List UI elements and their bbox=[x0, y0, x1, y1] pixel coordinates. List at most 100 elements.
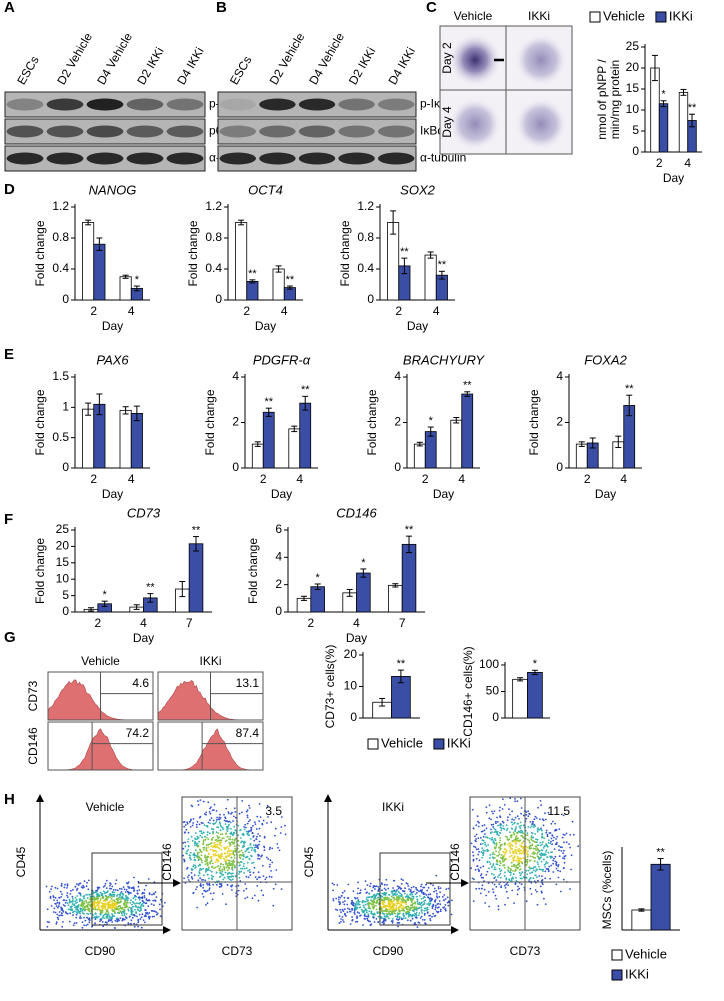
dot bbox=[191, 877, 193, 879]
dot bbox=[541, 849, 543, 851]
dot bbox=[398, 913, 400, 915]
dot bbox=[362, 902, 364, 904]
dot bbox=[383, 923, 385, 925]
dot bbox=[199, 869, 201, 871]
chart-title: OCT4 bbox=[248, 182, 283, 197]
dot bbox=[424, 897, 426, 899]
dot bbox=[129, 916, 131, 918]
dot bbox=[514, 829, 516, 831]
dot bbox=[240, 837, 242, 839]
dot bbox=[484, 829, 486, 831]
dot bbox=[367, 913, 369, 915]
dot bbox=[481, 857, 483, 859]
dot bbox=[47, 921, 49, 923]
dot bbox=[494, 831, 496, 833]
y-tick-label: 1.2 bbox=[205, 199, 222, 213]
dot bbox=[87, 897, 89, 899]
dot bbox=[502, 825, 504, 827]
dot bbox=[536, 841, 538, 843]
dot bbox=[213, 820, 215, 822]
dot bbox=[226, 859, 228, 861]
dot bbox=[527, 862, 529, 864]
chart-title: FOXA2 bbox=[584, 352, 627, 367]
significance: ** bbox=[405, 524, 414, 536]
dot bbox=[381, 893, 383, 895]
bar bbox=[462, 394, 473, 468]
dot bbox=[219, 854, 221, 856]
dot bbox=[509, 814, 511, 816]
dot bbox=[371, 890, 373, 892]
dot bbox=[108, 914, 110, 916]
significance: ** bbox=[286, 274, 295, 286]
dot bbox=[502, 808, 504, 810]
dot bbox=[383, 913, 385, 915]
dot bbox=[552, 863, 554, 865]
dot bbox=[116, 895, 118, 897]
dot bbox=[209, 870, 211, 872]
dot bbox=[486, 849, 488, 851]
dot bbox=[207, 831, 209, 833]
dot bbox=[191, 872, 193, 874]
dot bbox=[364, 913, 366, 915]
dot bbox=[119, 908, 121, 910]
x-tick-label: 2 bbox=[395, 304, 402, 318]
dot bbox=[534, 857, 536, 859]
bar bbox=[388, 585, 402, 612]
y-tick-label: 0 bbox=[632, 144, 639, 158]
dot bbox=[70, 906, 72, 908]
dot bbox=[208, 853, 210, 855]
dot bbox=[499, 868, 501, 870]
dot bbox=[67, 885, 69, 887]
column-label: Vehicle bbox=[454, 9, 493, 23]
dot bbox=[186, 829, 188, 831]
dot bbox=[509, 879, 511, 881]
dot bbox=[529, 860, 531, 862]
dot bbox=[228, 855, 230, 857]
dot bbox=[117, 919, 119, 921]
dot bbox=[448, 902, 450, 904]
dot bbox=[526, 873, 528, 875]
bar bbox=[236, 223, 247, 301]
dot bbox=[269, 847, 271, 849]
dot bbox=[261, 823, 263, 825]
dot bbox=[217, 866, 219, 868]
dot bbox=[365, 909, 367, 911]
dot bbox=[521, 846, 523, 848]
dot bbox=[385, 908, 387, 910]
dot bbox=[141, 916, 143, 918]
dot bbox=[192, 840, 194, 842]
dot bbox=[230, 853, 232, 855]
dot bbox=[47, 926, 49, 928]
dot bbox=[414, 903, 416, 905]
dot bbox=[500, 877, 502, 879]
dot bbox=[512, 878, 514, 880]
y-axis-label: Fold change bbox=[33, 389, 47, 455]
dot bbox=[495, 879, 497, 881]
panel-letter: B bbox=[216, 0, 227, 16]
dot bbox=[428, 897, 430, 899]
dot bbox=[187, 841, 189, 843]
dot bbox=[482, 849, 484, 851]
dot bbox=[216, 817, 218, 819]
colony bbox=[449, 98, 501, 150]
dot bbox=[342, 901, 344, 903]
dot bbox=[220, 849, 222, 851]
dot bbox=[494, 876, 496, 878]
dot bbox=[476, 848, 478, 850]
dot bbox=[245, 827, 247, 829]
dot bbox=[517, 832, 519, 834]
dot bbox=[428, 887, 430, 889]
dot bbox=[244, 883, 246, 885]
dot bbox=[416, 892, 418, 894]
dot bbox=[190, 826, 192, 828]
dot bbox=[517, 800, 519, 802]
dot bbox=[393, 898, 395, 900]
dot bbox=[360, 889, 362, 891]
dot bbox=[492, 856, 494, 858]
dot bbox=[234, 857, 236, 859]
dot bbox=[512, 845, 514, 847]
dot bbox=[499, 842, 501, 844]
dot bbox=[60, 914, 62, 916]
dot bbox=[159, 904, 161, 906]
dot bbox=[247, 896, 249, 898]
